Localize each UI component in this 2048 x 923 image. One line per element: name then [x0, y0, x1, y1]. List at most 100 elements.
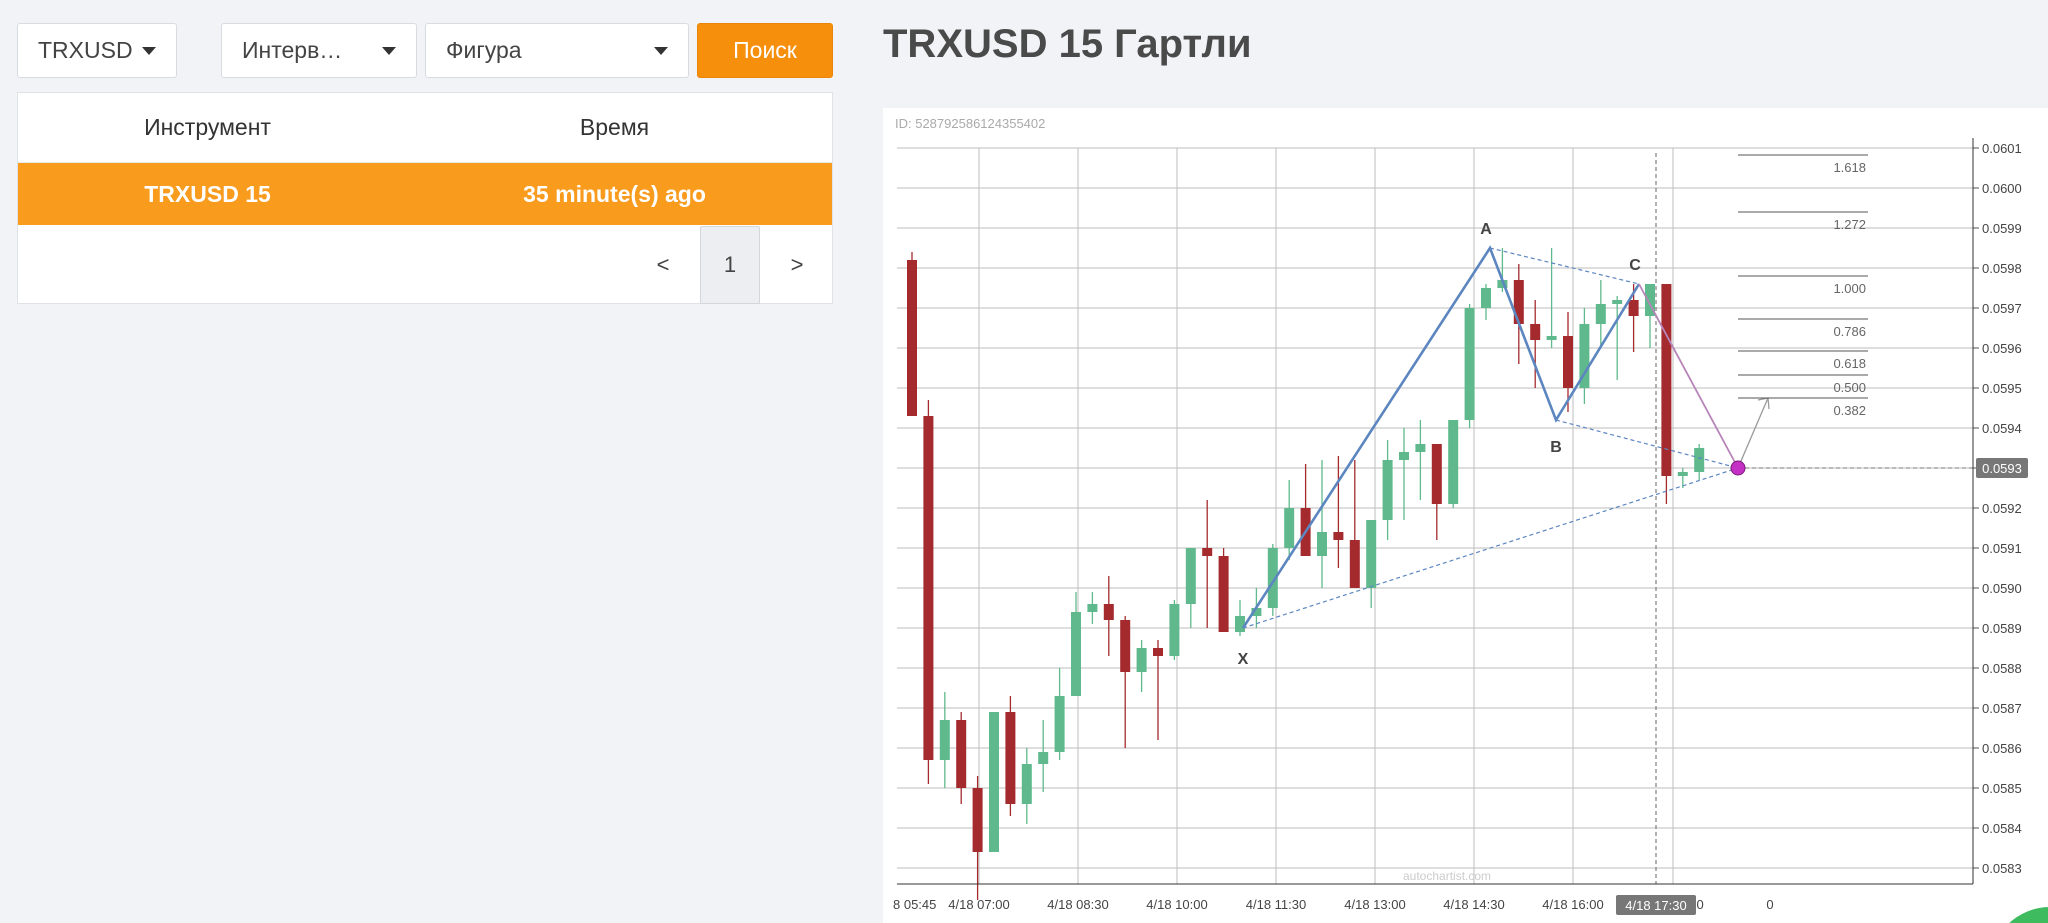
- candle-body: [989, 712, 999, 852]
- candle-body: [1120, 620, 1131, 672]
- pattern-bd-line: [1555, 419, 1739, 469]
- candle-body: [1628, 300, 1639, 316]
- candle-body: [1185, 548, 1196, 604]
- candle-body: [1317, 532, 1327, 556]
- pattern-select[interactable]: Фигура: [425, 23, 689, 78]
- cursor-time-badge: [1616, 895, 1696, 915]
- candle-body: [1267, 548, 1278, 608]
- interval-select-value: Интерв…: [242, 37, 343, 63]
- price-tick-label: 0.0595: [1982, 381, 2022, 396]
- pattern-select-value: Фигура: [446, 37, 522, 63]
- candle-body: [1087, 604, 1098, 612]
- price-tick-label: 0.0594: [1982, 421, 2022, 436]
- candle-body: [1677, 472, 1688, 476]
- time-tick-label: 0: [1766, 897, 1773, 912]
- cursor-time-label: 4/18 17:30: [1625, 898, 1686, 913]
- next-page-button[interactable]: >: [790, 252, 804, 277]
- candle-body: [1431, 444, 1442, 504]
- candle-body: [1579, 324, 1590, 388]
- candle-body: [939, 720, 950, 760]
- time-tick-label: 8 05:45: [893, 897, 936, 912]
- page-title: TRXUSD 15 Гартли: [883, 22, 1252, 66]
- chart-axes: 0.0601 0.0600 0.0599 0.0598 0.0597 0.0596 0.05…: [893, 138, 2028, 915]
- candle-body: [972, 788, 983, 852]
- row-time: 35 minute(s) ago: [523, 180, 706, 207]
- chart-grid: autochartist.com: [897, 147, 1973, 884]
- candle-body: [1563, 336, 1573, 388]
- time-tick-label: 4/18 14:30: [1443, 897, 1504, 912]
- target-arrow: [1737, 397, 1769, 469]
- candle-body: [1366, 520, 1377, 588]
- candle-body: [1153, 648, 1163, 656]
- interval-select[interactable]: Интерв…: [221, 23, 417, 78]
- candle-body: [1661, 284, 1672, 476]
- price-tick-label: 0.0587: [1982, 701, 2022, 716]
- candle-body: [1136, 648, 1147, 672]
- pattern-point-label: A: [1480, 221, 1492, 238]
- chevron-down-icon: [654, 46, 668, 55]
- candle-body: [1333, 532, 1344, 540]
- fib-level-label: 0.500: [1833, 380, 1866, 395]
- chevron-down-icon: [142, 46, 156, 55]
- fib-level-label: 0.382: [1833, 403, 1866, 418]
- chart-id-label: ID: 528792586124355402: [895, 116, 1046, 131]
- candle-body: [1464, 308, 1475, 420]
- current-page-button[interactable]: 1: [700, 226, 760, 304]
- candle-body: [956, 720, 967, 788]
- pagination: < 1 >: [18, 226, 832, 304]
- time-tick-label: 4/18 13:00: [1344, 897, 1405, 912]
- table-row[interactable]: TRXUSD 15 35 minute(s) ago: [18, 163, 832, 225]
- chevron-down-icon: [382, 46, 396, 55]
- candle-body: [1481, 288, 1491, 308]
- pattern-overlay: X A B C 1.618 1.272 1.000 0.786 0.618 0.500 0.382: [1238, 154, 1973, 668]
- candle-body: [1284, 508, 1295, 548]
- pattern-point-label: X: [1238, 651, 1249, 668]
- candle-body: [1054, 696, 1065, 752]
- candle-body: [1251, 608, 1262, 616]
- fib-level-label: 1.618: [1833, 160, 1866, 175]
- candle-body: [1399, 452, 1409, 460]
- table-header: Инструмент Время: [18, 93, 832, 163]
- price-tick-label: 0.0601: [1982, 141, 2022, 156]
- candle-body: [907, 260, 917, 416]
- fib-level-label: 0.618: [1833, 356, 1866, 371]
- fib-level-label: 0.786: [1833, 324, 1866, 339]
- pattern-projection: [1638, 283, 1739, 469]
- candle-body: [1595, 304, 1606, 324]
- candle-body: [1103, 604, 1114, 620]
- chart-canvas: autochartist.com X A B C 1.618 1.272 1.000 0.78…: [893, 138, 2028, 915]
- completion-point-marker: [1730, 460, 1746, 476]
- time-tick-label: 4/18 08:30: [1047, 897, 1108, 912]
- prev-page-button[interactable]: <: [656, 252, 670, 277]
- price-tick-label: 0.0599: [1982, 221, 2022, 236]
- candle-body: [1415, 444, 1426, 452]
- candle-body: [1448, 420, 1459, 504]
- price-tick-label: 0.0600: [1982, 181, 2022, 196]
- instrument-select-value: TRXUSD: [38, 37, 133, 63]
- candle-body: [1530, 324, 1541, 340]
- price-tick-label: 0.0596: [1982, 341, 2022, 356]
- fib-level-label: 1.272: [1833, 217, 1866, 232]
- fib-level-label: 1.000: [1833, 281, 1866, 296]
- candle-body: [1546, 336, 1557, 340]
- price-tick-label: 0.0583: [1982, 861, 2022, 876]
- candles: [907, 248, 1705, 900]
- pattern-legs: [1241, 245, 1641, 629]
- search-button[interactable]: Поиск: [697, 23, 833, 78]
- price-tick-label: 0.0586: [1982, 741, 2022, 756]
- price-tick-label: 0.0585: [1982, 781, 2022, 796]
- candle-body: [1645, 284, 1655, 316]
- current-price-badge: [1976, 458, 2028, 478]
- candle-body: [1497, 280, 1508, 288]
- time-tick-label: 4/18 16:00: [1542, 897, 1603, 912]
- price-tick-label: 0.0588: [1982, 661, 2022, 676]
- instrument-select[interactable]: TRXUSD: [17, 23, 177, 78]
- price-tick-label: 0.0584: [1982, 821, 2022, 836]
- current-price-label: 0.0593: [1982, 461, 2022, 476]
- candle-body: [1218, 556, 1229, 632]
- results-table: Инструмент Время TRXUSD 15 35 minute(s) …: [17, 92, 833, 304]
- price-tick-label: 0.0598: [1982, 261, 2022, 276]
- pattern-point-label: C: [1629, 257, 1641, 274]
- column-header-time: Время: [579, 114, 650, 140]
- pattern-ac-line: [1489, 247, 1640, 285]
